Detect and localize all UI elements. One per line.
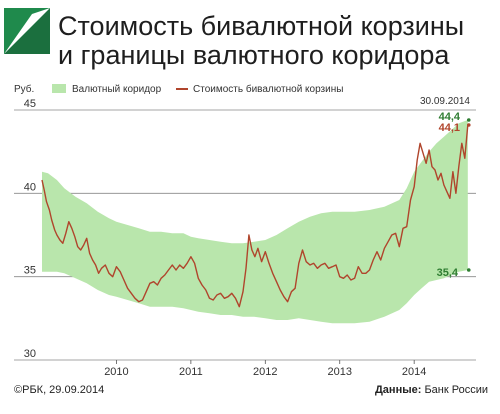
basket-line [41, 124, 469, 308]
x-tick-label: 2011 [179, 366, 203, 378]
annotation-date: 30.09.2014 [420, 96, 470, 107]
y-tick-label: 45 [24, 98, 36, 110]
annotation-upper-value: 44,4 [439, 111, 461, 123]
page-title: Стоимость бивалютной корзины и границы в… [58, 12, 464, 70]
corridor-band [42, 120, 468, 324]
title-line-1: Стоимость бивалютной корзины [58, 11, 465, 41]
rbc-logo-icon [4, 8, 50, 54]
x-tick-label: 2012 [253, 366, 277, 378]
title-line-2: и границы валютного коридора [58, 40, 450, 70]
x-tick-label: 2014 [402, 366, 426, 378]
y-axis-label: Руб. [14, 83, 34, 95]
x-tick-label: 2010 [104, 366, 128, 378]
y-tick-label: 30 [24, 348, 36, 360]
y-tick-label: 35 [24, 265, 36, 277]
legend-label-basket: Стоимость бивалютной корзины [193, 83, 343, 95]
annotation-lower-value: 35,4 [437, 267, 459, 279]
basket-end-dot [466, 123, 471, 127]
lower-end-dot [466, 268, 471, 272]
annotation-basket-value: 44,1 [439, 122, 460, 134]
footer-source: Данные: Банк России [375, 384, 488, 396]
footer-data-source: Банк России [424, 384, 488, 396]
x-tick-label: 2013 [327, 366, 351, 378]
legend-label-corridor: Валютный коридор [72, 84, 162, 95]
footer-data-label: Данные: [374, 384, 422, 396]
upper-end-dot [466, 118, 471, 122]
footer-copyright: ©РБК, 29.09.2014 [14, 384, 105, 396]
y-tick-label: 40 [24, 181, 36, 193]
legend-swatch-corridor [52, 84, 66, 93]
